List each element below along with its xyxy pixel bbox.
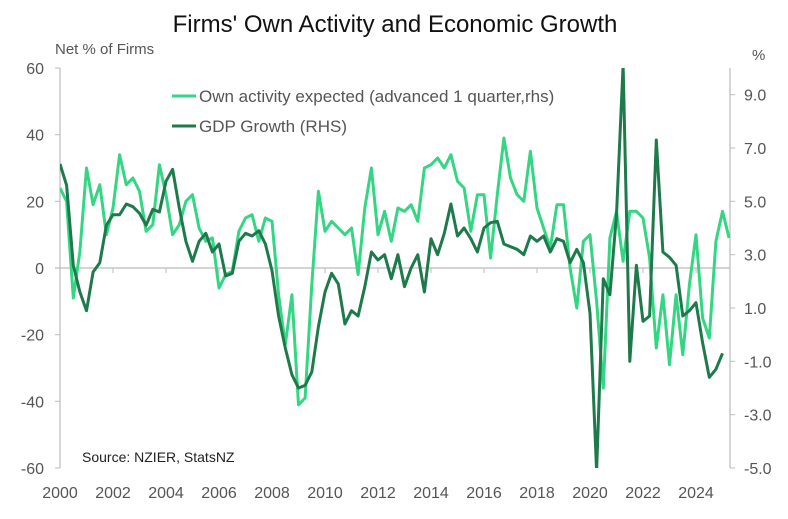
right-tick-label: -1.0: [744, 354, 772, 371]
left-tick-label: -60: [21, 461, 44, 478]
x-tick-label: 2024: [678, 485, 714, 502]
series-line-own-activity: [60, 136, 730, 407]
legend: Own activity expected (advanced 1 quarte…: [172, 87, 554, 136]
x-tick-label: 2006: [201, 485, 237, 502]
right-tick-label: 5.0: [744, 194, 766, 211]
left-tick-label: 60: [26, 61, 44, 78]
x-tick-label: 2002: [95, 485, 131, 502]
left-tick-label: 40: [26, 128, 44, 145]
left-tick-label: -40: [21, 394, 44, 411]
legend-label-gdp: GDP Growth (RHS): [199, 117, 347, 136]
right-tick-label: 3.0: [744, 248, 766, 265]
right-tick-label: -3.0: [744, 408, 772, 425]
right-axis-label: %: [752, 47, 765, 64]
x-tick-label: 2022: [625, 485, 661, 502]
x-tick-label: 2008: [254, 485, 290, 502]
x-tick-label: 2004: [148, 485, 184, 502]
x-tick-label: 2020: [572, 485, 608, 502]
x-tick-label: 2010: [307, 485, 343, 502]
x-tick-label: 2000: [42, 485, 78, 502]
right-tick-label: 7.0: [744, 141, 766, 158]
legend-label-own-activity: Own activity expected (advanced 1 quarte…: [199, 87, 554, 106]
x-tick-label: 2012: [360, 485, 396, 502]
chart-title: Firms' Own Activity and Economic Growth: [173, 11, 618, 38]
left-tick-label: -20: [21, 328, 44, 345]
right-tick-label: -5.0: [744, 461, 772, 478]
left-tick-label: 0: [35, 261, 44, 278]
right-tick-label: 9.0: [744, 88, 766, 105]
source-note: Source: NZIER, StatsNZ: [82, 449, 235, 465]
series-line-gdp-growth: [60, 68, 724, 468]
x-tick-label: 2018: [519, 485, 555, 502]
left-tick-label: 20: [26, 194, 44, 211]
left-axis-label: Net % of Firms: [55, 41, 154, 58]
x-tick-label: 2016: [466, 485, 502, 502]
x-tick-label: 2014: [413, 485, 449, 502]
right-tick-label: 1.0: [744, 301, 766, 318]
